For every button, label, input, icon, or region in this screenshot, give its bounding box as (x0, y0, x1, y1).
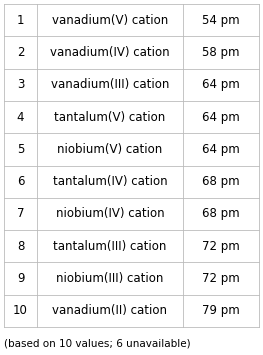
Text: 64 pm: 64 pm (202, 110, 240, 124)
Text: 72 pm: 72 pm (202, 240, 240, 253)
Text: 7: 7 (17, 207, 24, 220)
Text: 72 pm: 72 pm (202, 272, 240, 285)
Text: vanadium(II) cation: vanadium(II) cation (52, 304, 167, 317)
Text: 10: 10 (13, 304, 28, 317)
Text: 64 pm: 64 pm (202, 143, 240, 156)
Text: 9: 9 (17, 272, 24, 285)
Text: 64 pm: 64 pm (202, 78, 240, 91)
Text: 4: 4 (17, 110, 24, 124)
Text: niobium(III) cation: niobium(III) cation (56, 272, 164, 285)
Text: vanadium(III) cation: vanadium(III) cation (51, 78, 169, 91)
Text: niobium(V) cation: niobium(V) cation (57, 143, 163, 156)
Text: tantalum(IV) cation: tantalum(IV) cation (53, 175, 167, 188)
Text: 58 pm: 58 pm (202, 46, 240, 59)
Text: 79 pm: 79 pm (202, 304, 240, 317)
Text: vanadium(IV) cation: vanadium(IV) cation (50, 46, 170, 59)
Text: 6: 6 (17, 175, 24, 188)
Text: 8: 8 (17, 240, 24, 253)
Text: 68 pm: 68 pm (202, 175, 240, 188)
Text: tantalum(III) cation: tantalum(III) cation (53, 240, 166, 253)
Text: (based on 10 values; 6 unavailable): (based on 10 values; 6 unavailable) (4, 339, 191, 349)
Text: 3: 3 (17, 78, 24, 91)
Text: 2: 2 (17, 46, 24, 59)
Text: niobium(IV) cation: niobium(IV) cation (55, 207, 164, 220)
Text: vanadium(V) cation: vanadium(V) cation (52, 13, 168, 27)
Text: 5: 5 (17, 143, 24, 156)
Text: tantalum(V) cation: tantalum(V) cation (54, 110, 165, 124)
Text: 68 pm: 68 pm (202, 207, 240, 220)
Text: 54 pm: 54 pm (202, 13, 240, 27)
Text: 1: 1 (17, 13, 24, 27)
